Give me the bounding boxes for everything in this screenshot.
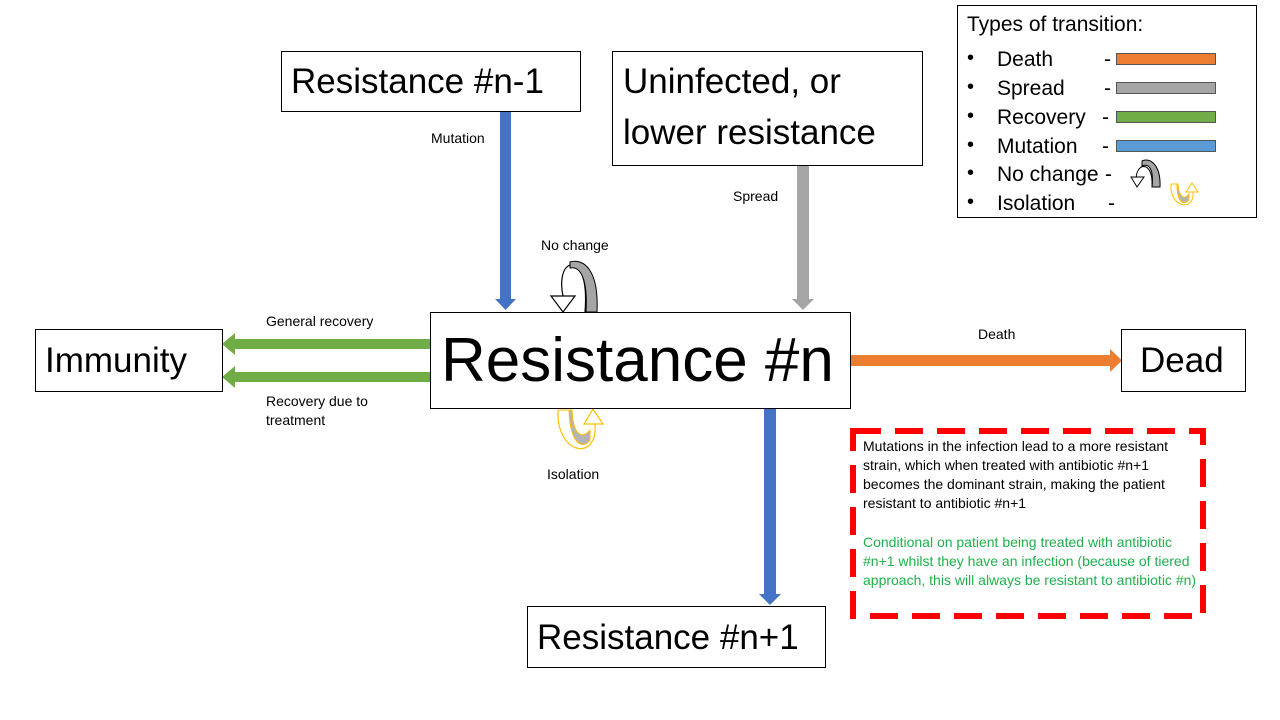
no-change-loop [549, 260, 598, 313]
node-resistance-n-minus-1: Resistance #n-1 [281, 51, 581, 112]
legend-dash: - [1102, 135, 1109, 158]
death-arrow [851, 349, 1122, 372]
legend-item-label: No change [997, 163, 1099, 186]
legend: Types of transition: • Death - • Spread … [957, 5, 1257, 218]
isolation-label: Isolation [547, 466, 600, 482]
isolation-icon [1170, 182, 1199, 206]
node-resistance-n-minus-1-label: Resistance #n-1 [291, 62, 544, 101]
legend-item-label: Mutation [997, 135, 1078, 158]
spread-arrow [792, 166, 814, 310]
legend-dash: - [1104, 48, 1111, 71]
isolation-loop [557, 407, 605, 450]
mutation-arrow-in [495, 112, 516, 310]
legend-title: Types of transition: [967, 13, 1144, 36]
mutation-arrow-out [759, 408, 781, 605]
legend-dash: - [1104, 77, 1111, 100]
legend-bullet: • [967, 134, 975, 156]
legend-dash: - [1108, 192, 1115, 215]
node-resistance-n-label: Resistance #n [441, 326, 834, 395]
note-black-text: Mutations in the infection lead to a mor… [863, 438, 1169, 511]
treatment-recovery-arrow [222, 366, 430, 388]
legend-item-spread: • Spread - [958, 74, 1256, 102]
node-resistance-n: Resistance #n [430, 312, 851, 409]
recovery-treatment-label-line2: treatment [266, 412, 326, 428]
legend-bullet: • [967, 47, 975, 69]
legend-item-no-change: • No change - [958, 159, 1256, 188]
note-green-text: Conditional on patient being treated wit… [863, 534, 1197, 588]
node-immunity: Immunity [35, 329, 223, 392]
node-uninfected-label-line2: lower resistance [623, 113, 876, 152]
legend-item-mutation: • Mutation - [958, 132, 1256, 160]
no-change-label: No change [541, 237, 609, 253]
legend-item-isolation: • Isolation - [958, 182, 1256, 217]
legend-item-label: Spread [997, 77, 1065, 100]
death-swatch [1116, 53, 1216, 65]
recovery-swatch [1116, 111, 1216, 123]
node-immunity-label: Immunity [45, 341, 187, 380]
node-resistance-n-plus-1: Resistance #n+1 [527, 606, 826, 668]
legend-item-label: Recovery [997, 106, 1086, 129]
node-dead: Dead [1121, 329, 1246, 392]
no-change-icon [1130, 159, 1161, 188]
legend-item-recovery: • Recovery - [958, 103, 1256, 131]
legend-dash: - [1102, 106, 1109, 129]
legend-bullet: • [967, 105, 975, 127]
mutation-label: Mutation [431, 130, 485, 146]
general-recovery-label: General recovery [266, 313, 374, 329]
general-recovery-arrow [222, 333, 430, 355]
spread-swatch [1116, 82, 1216, 94]
death-label: Death [978, 326, 1016, 342]
recovery-treatment-label-line1: Recovery due to [266, 393, 368, 409]
legend-item-label: Death [997, 48, 1054, 71]
spread-label: Spread [733, 188, 779, 204]
legend-dash: - [1105, 163, 1112, 186]
legend-bullet: • [967, 191, 975, 213]
legend-item-death: • Death - [958, 45, 1256, 73]
node-uninfected: Uninfected, or lower resistance [612, 51, 923, 166]
legend-item-label: Isolation [997, 192, 1076, 215]
node-uninfected-label-line1: Uninfected, or [623, 62, 841, 101]
mutation-swatch [1116, 140, 1216, 152]
node-resistance-n-plus-1-label: Resistance #n+1 [537, 618, 799, 657]
node-dead-label: Dead [1140, 341, 1224, 380]
legend-bullet: • [967, 162, 975, 184]
legend-bullet: • [967, 76, 975, 98]
